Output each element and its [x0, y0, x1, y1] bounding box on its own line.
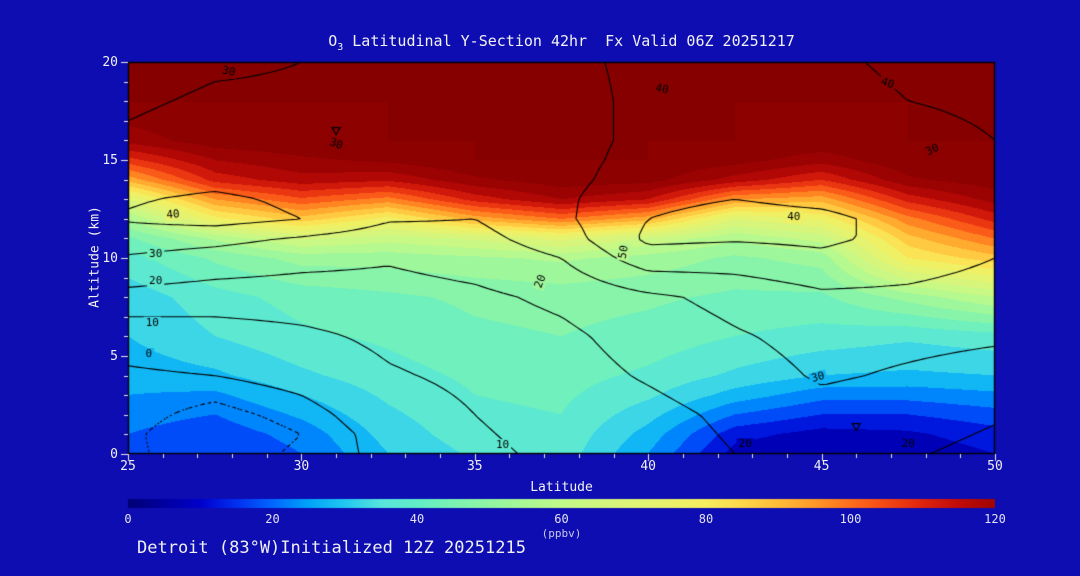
y-tick-label-0: 0 [110, 447, 118, 462]
y-tick-label-20: 20 [102, 55, 118, 70]
x-tick-label-35: 35 [466, 459, 483, 474]
x-tick-label-50: 50 [987, 459, 1003, 474]
colorbar-units-label: (ppbv) [541, 527, 582, 540]
y-tick-label-15: 15 [102, 153, 118, 168]
colorbar-tick-label-20: 20 [265, 512, 280, 526]
chart-title-text: Latitudinal Y-Section 42hr Fx Valid 06Z … [343, 32, 795, 50]
colorbar-tick-label-40: 40 [409, 512, 425, 526]
chart-title-species: O [328, 32, 338, 50]
colorbar-tick-label-0: 0 [124, 512, 132, 526]
colorbar-tick-label-100: 100 [839, 512, 862, 526]
x-axis-title: Latitude [530, 480, 593, 495]
y-tick-label-5: 5 [110, 349, 118, 364]
colorbar-tick-label-80: 80 [698, 512, 714, 526]
colorbar-tick-label-120: 120 [984, 512, 1006, 526]
chart-title: O3 Latitudinal Y-Section 42hr Fx Valid 0… [128, 32, 995, 53]
x-tick-label-30: 30 [293, 459, 310, 474]
chart-title-species-subscript: 3 [337, 42, 344, 53]
station-and-init-time-text: Detroit (83°W)Initialized 12Z 20251215 [137, 538, 526, 558]
x-tick-label-25: 25 [120, 459, 136, 474]
y-tick-label-10: 10 [102, 251, 118, 266]
x-tick-label-45: 45 [813, 459, 830, 474]
colorbar-tick-label-60: 60 [554, 512, 569, 526]
x-tick-label-40: 40 [640, 459, 657, 474]
